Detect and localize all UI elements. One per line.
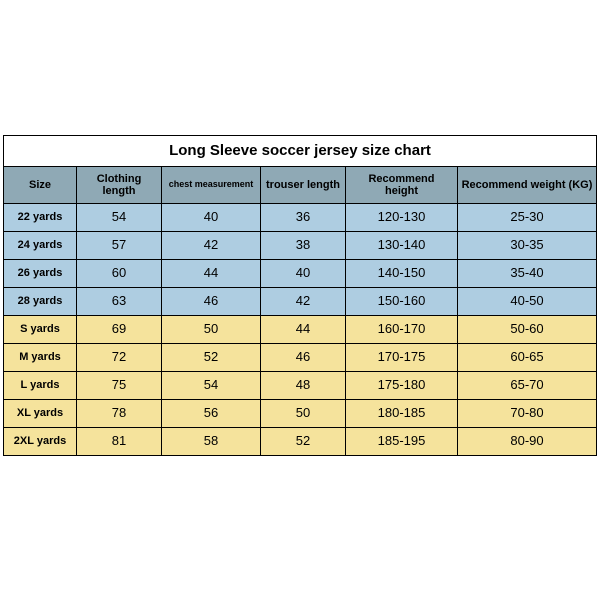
value-cell: 52 xyxy=(162,344,261,372)
table-row: L yards755448175-18065-70 xyxy=(4,372,597,400)
size-cell: XL yards xyxy=(4,400,77,428)
table-row: XL yards785650180-18570-80 xyxy=(4,400,597,428)
col-header-rec-weight: Recommend weight (KG) xyxy=(458,167,597,204)
value-cell: 69 xyxy=(77,316,162,344)
value-cell: 160-170 xyxy=(346,316,458,344)
value-cell: 180-185 xyxy=(346,400,458,428)
value-cell: 56 xyxy=(162,400,261,428)
title-row: Long Sleeve soccer jersey size chart xyxy=(4,136,597,167)
value-cell: 170-175 xyxy=(346,344,458,372)
value-cell: 60-65 xyxy=(458,344,597,372)
value-cell: 150-160 xyxy=(346,288,458,316)
table-row: 22 yards544036120-13025-30 xyxy=(4,204,597,232)
size-chart-table-container: Long Sleeve soccer jersey size chart Siz… xyxy=(3,135,597,456)
value-cell: 54 xyxy=(77,204,162,232)
value-cell: 175-180 xyxy=(346,372,458,400)
size-cell: S yards xyxy=(4,316,77,344)
value-cell: 72 xyxy=(77,344,162,372)
value-cell: 25-30 xyxy=(458,204,597,232)
table-row: 2XL yards815852185-19580-90 xyxy=(4,428,597,456)
size-chart-table: Long Sleeve soccer jersey size chart Siz… xyxy=(3,135,597,456)
value-cell: 46 xyxy=(261,344,346,372)
size-cell: M yards xyxy=(4,344,77,372)
table-title: Long Sleeve soccer jersey size chart xyxy=(4,136,597,167)
col-header-clothing-length: Clothinglength xyxy=(77,167,162,204)
value-cell: 130-140 xyxy=(346,232,458,260)
value-cell: 80-90 xyxy=(458,428,597,456)
size-cell: 26 yards xyxy=(4,260,77,288)
col-header-rec-height: Recommendheight xyxy=(346,167,458,204)
value-cell: 50 xyxy=(261,400,346,428)
table-row: 26 yards604440140-15035-40 xyxy=(4,260,597,288)
value-cell: 46 xyxy=(162,288,261,316)
size-cell: 2XL yards xyxy=(4,428,77,456)
value-cell: 60 xyxy=(77,260,162,288)
value-cell: 140-150 xyxy=(346,260,458,288)
value-cell: 40 xyxy=(261,260,346,288)
table-row: S yards695044160-17050-60 xyxy=(4,316,597,344)
value-cell: 65-70 xyxy=(458,372,597,400)
value-cell: 185-195 xyxy=(346,428,458,456)
value-cell: 63 xyxy=(77,288,162,316)
value-cell: 81 xyxy=(77,428,162,456)
size-cell: 28 yards xyxy=(4,288,77,316)
table-row: 28 yards634642150-16040-50 xyxy=(4,288,597,316)
value-cell: 38 xyxy=(261,232,346,260)
page-canvas: { "table": { "title": "Long Sleeve socce… xyxy=(0,0,600,600)
value-cell: 48 xyxy=(261,372,346,400)
value-cell: 40 xyxy=(162,204,261,232)
value-cell: 40-50 xyxy=(458,288,597,316)
value-cell: 78 xyxy=(77,400,162,428)
table-row: M yards725246170-17560-65 xyxy=(4,344,597,372)
value-cell: 35-40 xyxy=(458,260,597,288)
value-cell: 50-60 xyxy=(458,316,597,344)
value-cell: 70-80 xyxy=(458,400,597,428)
value-cell: 44 xyxy=(261,316,346,344)
value-cell: 52 xyxy=(261,428,346,456)
value-cell: 36 xyxy=(261,204,346,232)
size-cell: 22 yards xyxy=(4,204,77,232)
size-cell: L yards xyxy=(4,372,77,400)
value-cell: 30-35 xyxy=(458,232,597,260)
value-cell: 58 xyxy=(162,428,261,456)
table-row: 24 yards574238130-14030-35 xyxy=(4,232,597,260)
col-header-trouser: trouser length xyxy=(261,167,346,204)
col-header-size: Size xyxy=(4,167,77,204)
value-cell: 75 xyxy=(77,372,162,400)
value-cell: 44 xyxy=(162,260,261,288)
value-cell: 54 xyxy=(162,372,261,400)
value-cell: 57 xyxy=(77,232,162,260)
value-cell: 42 xyxy=(261,288,346,316)
value-cell: 50 xyxy=(162,316,261,344)
table-body: 22 yards544036120-13025-3024 yards574238… xyxy=(4,204,597,456)
size-cell: 24 yards xyxy=(4,232,77,260)
col-header-chest: chest measurement xyxy=(162,167,261,204)
header-row: Size Clothinglength chest measurement tr… xyxy=(4,167,597,204)
value-cell: 120-130 xyxy=(346,204,458,232)
value-cell: 42 xyxy=(162,232,261,260)
